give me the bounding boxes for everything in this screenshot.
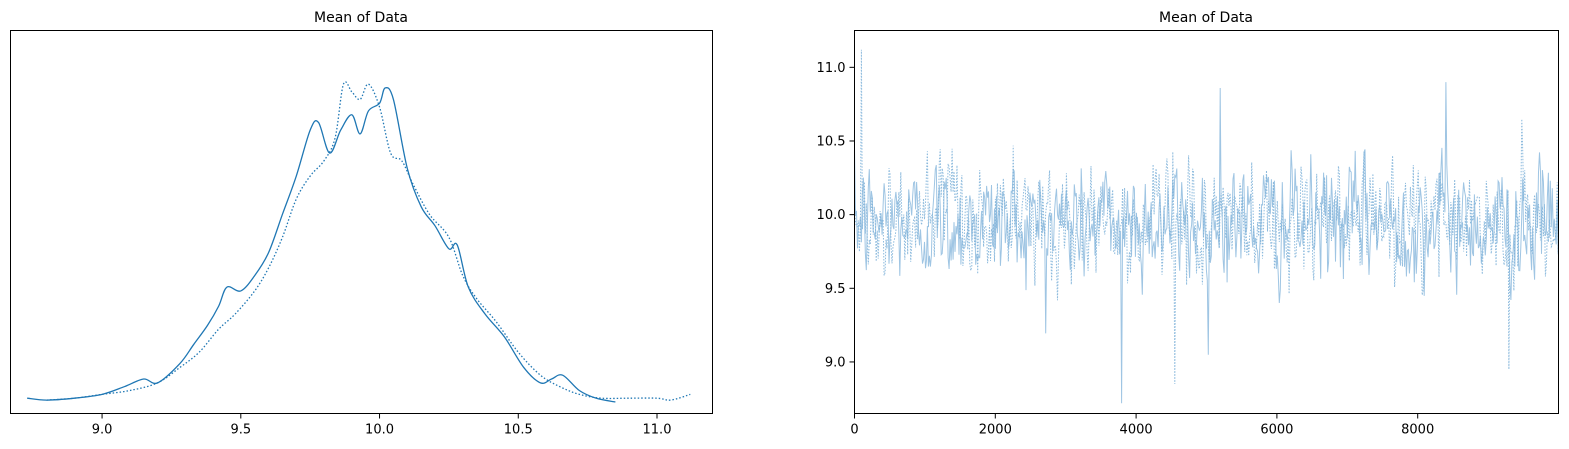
kde-chart-title: Mean of Data	[314, 10, 408, 26]
trace-y-tick-label: 9.0	[825, 355, 846, 370]
kde-x-tick-label: 10.5	[504, 423, 533, 438]
trace-y-tick-label: 10.0	[817, 208, 846, 223]
kde-line-chain-dotted	[46, 81, 691, 401]
trace-line-chain-dotted	[854, 49, 1559, 385]
trace-x-tick-label: 2000	[979, 423, 1012, 438]
trace-axes-frame	[854, 30, 1559, 414]
kde-chart: Mean of Data 9.0 9.5 10.0 10.5 11.0	[10, 10, 713, 438]
kde-axes-frame	[10, 30, 713, 414]
kde-x-tick-label: 10.0	[365, 423, 394, 438]
kde-x-tick-label: 9.0	[92, 423, 113, 438]
kde-line-chain-solid	[27, 86, 616, 403]
kde-x-axis: 9.0 9.5 10.0 10.5 11.0	[92, 413, 672, 438]
trace-chart: Mean of Data 0 2000 4000 6000 8000 9.0 9.5 10.…	[817, 10, 1559, 438]
trace-x-axis: 0 2000 4000 6000 8000	[850, 413, 1434, 438]
trace-x-tick-label: 8000	[1401, 423, 1434, 438]
trace-x-tick-label: 4000	[1120, 423, 1153, 438]
trace-y-tick-label: 11.0	[817, 61, 846, 76]
trace-x-tick-label: 6000	[1260, 423, 1293, 438]
trace-plot-area	[854, 49, 1559, 404]
trace-y-axis: 9.0 9.5 10.0 10.5 11.0	[817, 61, 855, 370]
trace-y-tick-label: 10.5	[817, 134, 846, 149]
trace-y-tick-label: 9.5	[825, 282, 846, 297]
trace-chart-title: Mean of Data	[1159, 10, 1253, 26]
trace-x-tick-label: 0	[850, 423, 858, 438]
kde-plot-area	[27, 81, 691, 403]
kde-x-tick-label: 9.5	[230, 423, 251, 438]
kde-x-tick-label: 11.0	[643, 423, 672, 438]
